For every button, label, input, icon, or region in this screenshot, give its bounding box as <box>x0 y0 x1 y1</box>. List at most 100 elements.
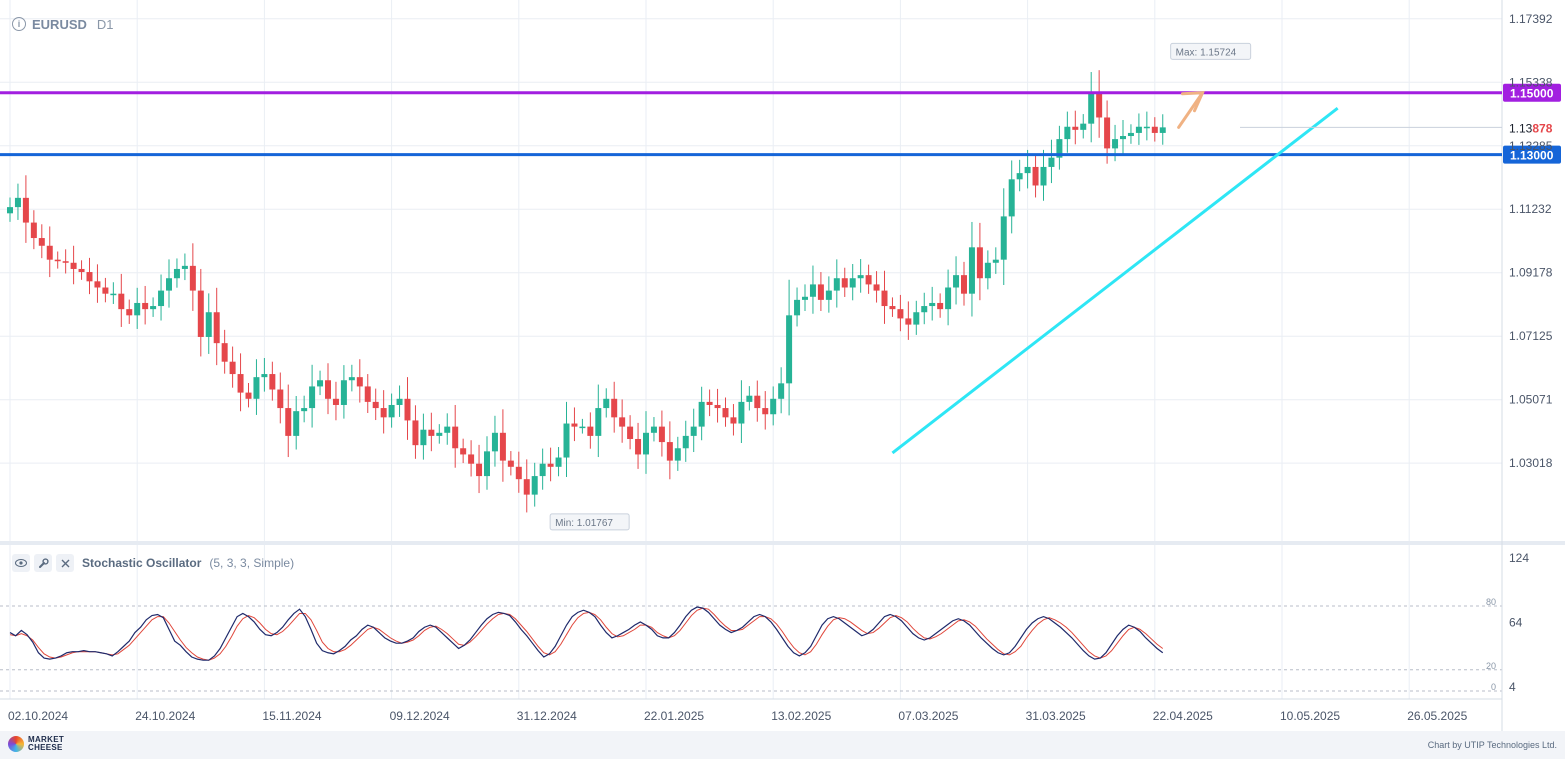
forecast-arrow-head <box>1181 91 1205 113</box>
candle-body <box>1135 126 1142 133</box>
min-callout-label: Min: 1.01767 <box>555 518 613 529</box>
candle-body <box>460 448 467 455</box>
level-price-tag <box>1503 145 1561 164</box>
candle-body <box>523 479 530 495</box>
candle-body <box>253 377 260 399</box>
info-icon[interactable]: i <box>12 17 26 31</box>
symbol-label: EURUSD <box>32 16 87 32</box>
candle-body <box>86 272 93 282</box>
candle-body <box>1072 126 1079 130</box>
candle-body <box>833 278 840 291</box>
candle-body <box>277 389 284 409</box>
max-callout-box <box>1170 42 1252 60</box>
candle-body <box>937 302 944 310</box>
candle-body <box>388 404 395 418</box>
candle-body <box>78 268 85 273</box>
candle-body <box>94 281 101 288</box>
candle-body <box>340 380 347 405</box>
candle-body <box>269 374 276 390</box>
footer: MARKET CHEESE Chart by UTIP Technologies… <box>0 731 1565 759</box>
candle-body <box>547 463 554 467</box>
candle-body <box>913 312 920 325</box>
candle-body <box>1088 92 1095 124</box>
price-tick-label: 1.07125 <box>1509 329 1553 343</box>
candle-body <box>428 429 435 436</box>
candle-body <box>412 420 419 446</box>
candle-body <box>499 432 506 461</box>
stoch-level-label: 80 <box>1486 597 1496 607</box>
level-price-tag <box>1503 83 1561 102</box>
time-tick-label: 07.03.2025 <box>898 709 958 723</box>
candle-body <box>746 395 753 402</box>
candle-body <box>786 315 793 384</box>
candle-body <box>213 312 220 344</box>
candle-body <box>555 457 562 467</box>
candle-body <box>658 426 665 443</box>
candle-body <box>62 261 69 263</box>
candle-body <box>102 287 109 294</box>
time-tick-label: 02.10.2024 <box>8 709 68 723</box>
wrench-icon[interactable] <box>34 554 52 572</box>
candle-body <box>1008 179 1015 217</box>
current-price-label: 1.13878 <box>1509 121 1553 135</box>
candle-body <box>953 275 960 288</box>
candle-body <box>889 306 896 310</box>
candle-body <box>22 197 29 223</box>
price-tick-label: 1.11232 <box>1509 202 1552 216</box>
candle-body <box>491 432 498 452</box>
candle-body <box>825 290 832 300</box>
candle-body <box>166 278 172 291</box>
candle-body <box>809 284 816 297</box>
drawings[interactable]: 1.15000 1.13000 1.13878 Max: 1.15724 Min: 1.… <box>0 42 1561 531</box>
candle-body <box>754 395 761 409</box>
brand-logo[interactable]: MARKET CHEESE <box>8 736 64 752</box>
candle-body <box>1040 166 1047 186</box>
time-tick-label: 31.03.2025 <box>1026 709 1086 723</box>
candle-body <box>301 408 308 412</box>
candle-body <box>356 377 363 387</box>
indicator-name: Stochastic Oscillator <box>82 556 202 570</box>
candle-body <box>189 265 196 291</box>
axes-labels: 1.17392 1.15338 1.13285 1.11232 1.09178 1.071… <box>8 12 1553 723</box>
price-tick-label: 1.17392 <box>1509 12 1553 26</box>
candle-body <box>285 408 292 436</box>
candle-body <box>436 432 443 436</box>
level-price-label: 1.15000 <box>1510 87 1554 101</box>
candle-body <box>380 408 387 418</box>
level-price-label: 1.13000 <box>1510 149 1554 163</box>
candle-body <box>54 259 61 262</box>
candle-body <box>396 398 403 405</box>
candle-body <box>261 374 268 378</box>
candle-body <box>714 404 721 409</box>
candle-body <box>778 383 785 399</box>
candle-body <box>770 398 777 415</box>
candle-body <box>849 278 856 288</box>
candle-body <box>674 448 681 461</box>
timeframe-label[interactable]: D1 <box>96 16 114 32</box>
candle-body <box>205 312 212 337</box>
indicator-header: Stochastic Oscillator (5, 3, 3, Simple) <box>12 553 294 573</box>
candle-body <box>817 284 824 300</box>
candle-body <box>563 423 570 458</box>
stoch-level-label: 20 <box>1486 661 1496 671</box>
candle-body <box>961 275 967 294</box>
pane-divider[interactable] <box>0 541 1565 545</box>
candle-body <box>404 398 411 421</box>
eye-icon[interactable] <box>12 554 30 572</box>
candle-body <box>1024 166 1031 174</box>
time-tick-label: 13.02.2025 <box>771 709 831 723</box>
candle-body <box>420 429 427 446</box>
candle-body <box>507 460 514 467</box>
candle-body <box>897 309 904 319</box>
price-tick-label: 1.03018 <box>1509 456 1553 470</box>
close-icon[interactable] <box>56 554 74 572</box>
candle-body <box>126 309 133 316</box>
price-tick-label: 1.09178 <box>1509 266 1553 280</box>
time-tick-label: 31.12.2024 <box>517 709 577 723</box>
min-callout-box <box>549 513 630 531</box>
candle-body <box>571 423 578 427</box>
time-tick-label: 22.04.2025 <box>1153 709 1213 723</box>
candle-body <box>229 361 236 375</box>
indicator-params: (5, 3, 3, Simple) <box>209 556 295 570</box>
